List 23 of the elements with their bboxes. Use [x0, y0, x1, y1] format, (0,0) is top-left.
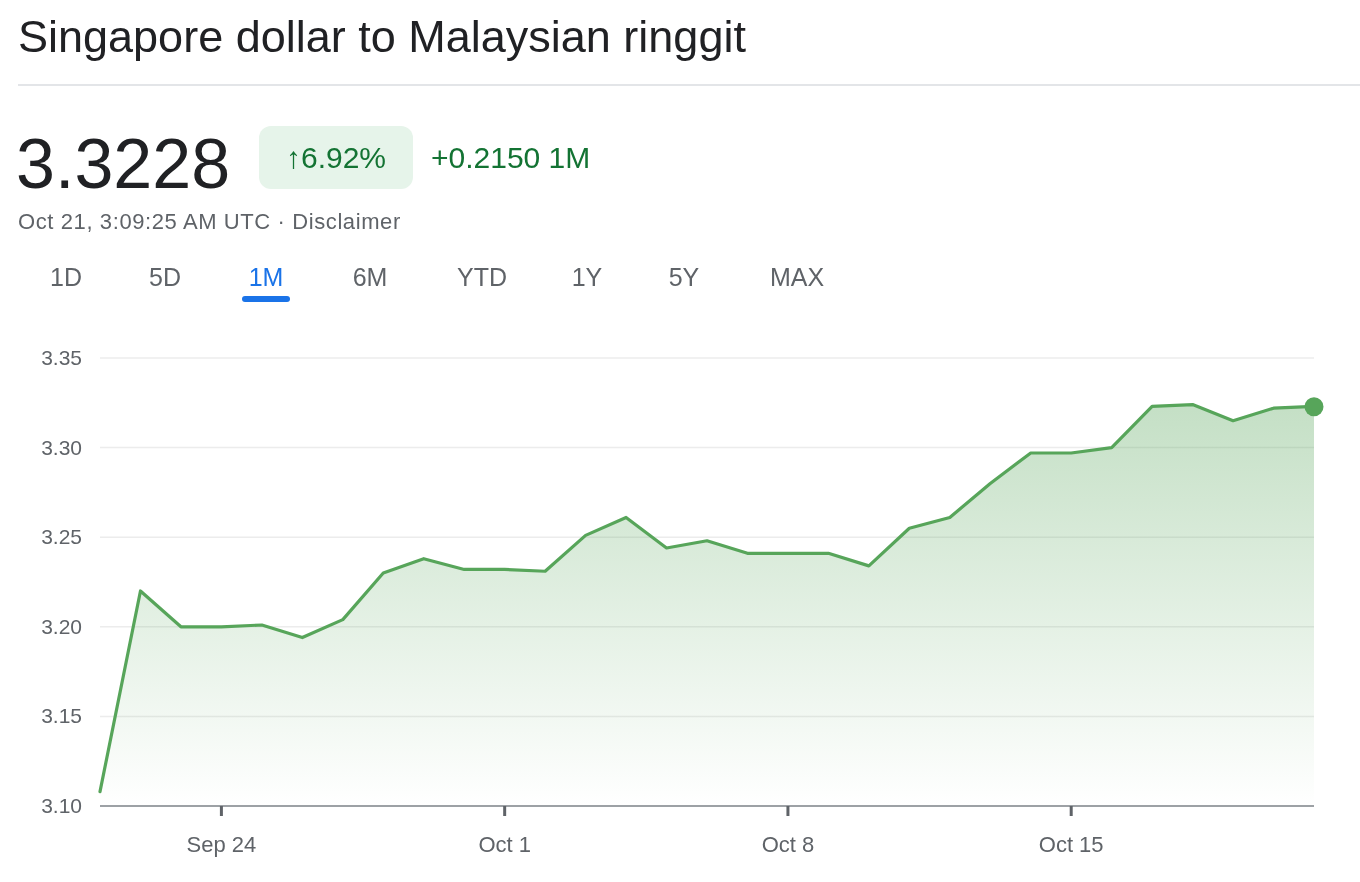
text: Oct 21, 3:09:25 AM UTC · Disclaimer [18, 209, 401, 234]
y-tick-label: 3.20 [41, 614, 82, 638]
y-tick-label: 3.25 [41, 525, 82, 549]
y-tick-label: 3.15 [41, 704, 82, 728]
text: 1D [50, 263, 82, 291]
text: 6M [352, 263, 388, 291]
x-tick-label: Oct 8 [761, 832, 815, 857]
text: 1Y [571, 263, 603, 291]
y-tick-label: 3.10 [41, 794, 82, 817]
text: MAX [769, 263, 825, 291]
x-tick-label: Oct 15 [1038, 832, 1104, 857]
text: YTD [457, 263, 507, 291]
text: 1M [248, 263, 284, 291]
y-tick-label: 3.35 [41, 346, 82, 369]
x-tick-label: Oct 1 [478, 832, 531, 857]
text: +0.2150 1M [431, 141, 591, 174]
y-tick-label: 3.30 [41, 435, 82, 459]
text: 5D [149, 263, 181, 291]
text: 3.3228 [16, 125, 231, 203]
text: ↑6.92% [285, 141, 387, 174]
text: 5Y [668, 263, 700, 291]
chart-title: Singapore dollar to Malaysian ringgit [18, 11, 747, 62]
x-tick-label: Sep 24 [186, 832, 257, 857]
